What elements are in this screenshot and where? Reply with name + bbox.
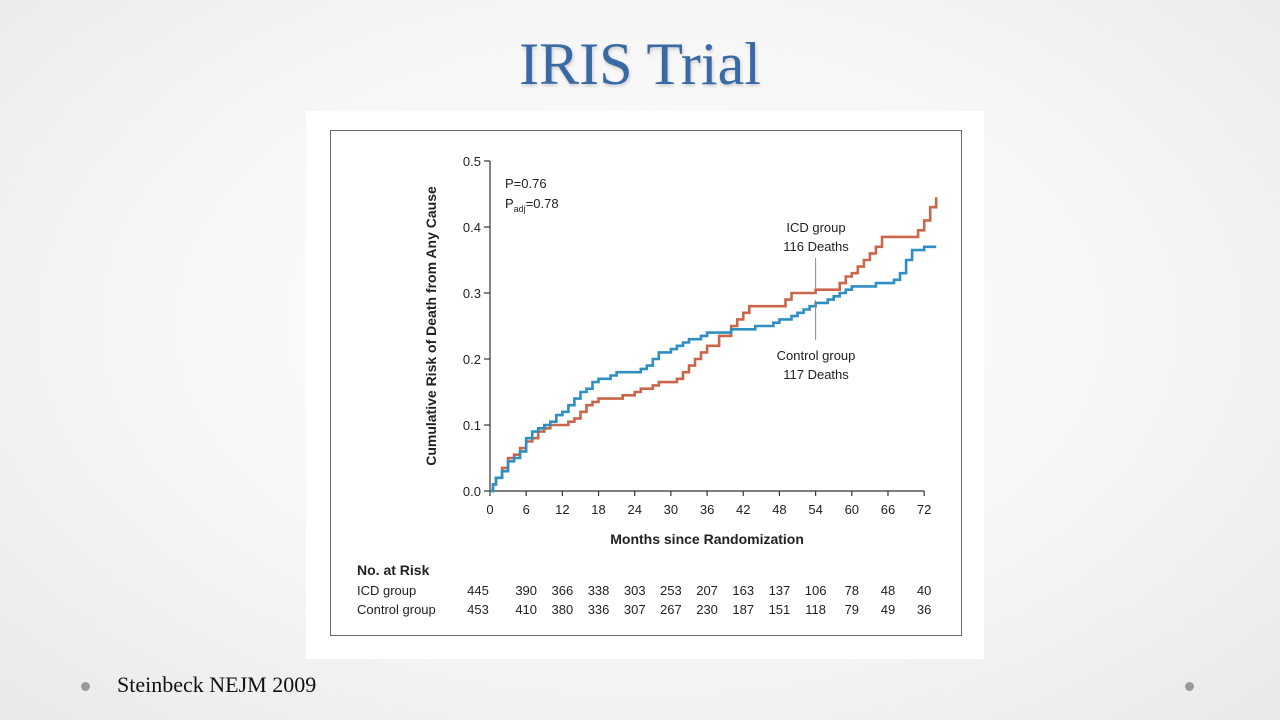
risk-table-cell: 267 — [660, 602, 682, 617]
x-tick-label: 24 — [627, 502, 641, 517]
risk-table-cell: 380 — [552, 602, 574, 617]
footer-bullet-right — [1185, 682, 1194, 691]
x-tick-label: 72 — [917, 502, 931, 517]
risk-table-cell: 151 — [769, 602, 791, 617]
icd-annotation-label: ICD group — [786, 220, 845, 235]
risk-table-cell: 230 — [696, 602, 718, 617]
series-line-control — [490, 245, 937, 493]
y-tick-label: 0.5 — [463, 154, 481, 169]
risk-table-cell: 118 — [805, 602, 826, 617]
x-tick-label: 6 — [523, 502, 530, 517]
risk-table-cell: 336 — [588, 602, 610, 617]
control-annotation-label: Control group — [777, 348, 856, 363]
risk-table-cell: 253 — [660, 583, 682, 598]
x-tick-label: 48 — [772, 502, 786, 517]
x-tick-label: 42 — [736, 502, 750, 517]
y-tick-label: 0.0 — [463, 484, 481, 499]
x-tick-label: 18 — [591, 502, 605, 517]
risk-table-cell: 163 — [732, 583, 754, 598]
risk-table-row-label: ICD group — [357, 583, 416, 598]
risk-table-cell: 410 — [515, 602, 537, 617]
risk-table-cell: 79 — [845, 602, 859, 617]
risk-table-cell: 338 — [588, 583, 610, 598]
risk-table-row-label: Control group — [357, 602, 436, 617]
risk-table-cell: 366 — [552, 583, 574, 598]
slide-title: IRIS Trial — [519, 31, 761, 97]
y-tick-label: 0.4 — [463, 220, 481, 235]
x-tick-label: 66 — [881, 502, 895, 517]
footer-bullet-left — [81, 682, 90, 691]
p-value-text: P=0.76 — [505, 176, 547, 191]
x-tick-label: 30 — [664, 502, 678, 517]
control-annotation-deaths: 117 Deaths — [783, 367, 849, 382]
citation-text: Steinbeck NEJM 2009 — [117, 672, 317, 697]
y-tick-label: 0.1 — [463, 418, 481, 433]
chart-frame — [330, 130, 962, 636]
risk-table-cell: 187 — [732, 602, 754, 617]
risk-table-title: No. at Risk — [357, 562, 430, 578]
y-tick-label: 0.2 — [463, 352, 481, 367]
p-adj-text: Padj=0.78 — [505, 196, 559, 214]
figure-panel — [306, 111, 984, 659]
risk-table-cell: 36 — [917, 602, 931, 617]
x-tick-label: 54 — [808, 502, 822, 517]
x-tick-label: 60 — [845, 502, 859, 517]
x-tick-label: 12 — [555, 502, 569, 517]
risk-table-cell: 207 — [696, 583, 718, 598]
risk-table-cell: 390 — [515, 583, 537, 598]
risk-table-cell: 78 — [845, 583, 859, 598]
icd-annotation-deaths: 116 Deaths — [783, 239, 849, 254]
x-tick-label: 36 — [700, 502, 714, 517]
y-axis-label: Cumulative Risk of Death from Any Cause — [423, 186, 439, 466]
risk-table-cell: 106 — [805, 583, 827, 598]
series-line-icd — [490, 197, 938, 493]
risk-table-cell: 445 — [467, 583, 489, 598]
risk-table-cell: 48 — [881, 583, 895, 598]
risk-table-cell: 307 — [624, 602, 646, 617]
risk-table-cell: 303 — [624, 583, 646, 598]
risk-table-cell: 137 — [769, 583, 791, 598]
y-tick-label: 0.3 — [463, 286, 481, 301]
x-tick-label: 0 — [486, 502, 493, 517]
risk-table-cell: 453 — [467, 602, 489, 617]
risk-table-cell: 49 — [881, 602, 895, 617]
risk-table-cell: 40 — [917, 583, 931, 598]
x-axis-label: Months since Randomization — [610, 531, 804, 547]
